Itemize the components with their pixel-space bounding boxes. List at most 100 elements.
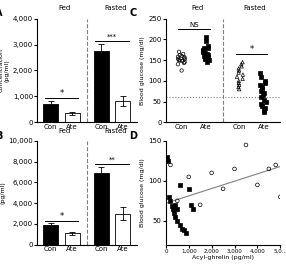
X-axis label: Acyl-ghrelin (pg/ml): Acyl-ghrelin (pg/ml) — [192, 255, 254, 260]
Point — [240, 60, 245, 64]
Bar — [116, 101, 130, 122]
Point — [182, 228, 186, 232]
Point — [175, 199, 180, 203]
Point — [240, 77, 245, 81]
Point — [177, 50, 181, 54]
Point — [202, 56, 207, 60]
Point — [258, 89, 263, 93]
Y-axis label: Blood glucose (mg/dl): Blood glucose (mg/dl) — [140, 159, 146, 227]
Point — [244, 143, 248, 147]
Point — [239, 62, 243, 66]
Point — [181, 52, 185, 56]
Point — [166, 159, 170, 163]
Point — [173, 203, 177, 207]
Text: Fasted: Fasted — [244, 5, 267, 11]
Point — [172, 211, 176, 215]
Point — [258, 70, 263, 75]
Point — [176, 57, 180, 61]
Y-axis label: Acyl-ghrelin
concentration
(pg/ml): Acyl-ghrelin concentration (pg/ml) — [0, 49, 10, 92]
Point — [236, 85, 241, 89]
Point — [221, 187, 225, 191]
Point — [182, 56, 186, 60]
Point — [205, 55, 210, 59]
Point — [255, 183, 260, 187]
Point — [202, 57, 207, 61]
Text: B: B — [0, 131, 3, 141]
Point — [203, 53, 208, 57]
Text: A: A — [0, 8, 3, 18]
Point — [170, 207, 175, 211]
Point — [201, 48, 206, 53]
Point — [232, 167, 237, 171]
Point — [236, 66, 241, 70]
Point — [186, 175, 191, 179]
Point — [273, 163, 278, 167]
Text: NS: NS — [189, 22, 198, 28]
Text: *: * — [59, 89, 64, 98]
Point — [177, 183, 182, 187]
Point — [260, 85, 265, 89]
Point — [191, 207, 196, 211]
Point — [261, 93, 265, 98]
Point — [278, 195, 283, 199]
Point — [167, 195, 172, 199]
Point — [175, 219, 180, 223]
Point — [267, 167, 271, 171]
Point — [237, 83, 241, 87]
Point — [169, 204, 174, 209]
Point — [237, 87, 241, 91]
Point — [202, 51, 207, 55]
Text: Fed: Fed — [59, 5, 71, 11]
Point — [201, 45, 206, 50]
Point — [179, 54, 184, 58]
Point — [237, 81, 241, 85]
Bar — [65, 233, 80, 245]
Text: ***: *** — [107, 34, 117, 40]
Point — [202, 54, 207, 58]
Bar — [43, 225, 58, 245]
Point — [178, 53, 182, 57]
Point — [237, 79, 241, 83]
Point — [206, 53, 210, 57]
Point — [173, 215, 177, 219]
Point — [180, 59, 184, 63]
Bar — [94, 51, 109, 122]
Text: Fed: Fed — [59, 128, 71, 134]
Point — [182, 60, 187, 64]
Point — [175, 207, 180, 211]
Point — [259, 87, 264, 91]
Point — [184, 231, 189, 235]
Point — [235, 74, 239, 79]
Point — [204, 60, 209, 64]
Point — [186, 187, 191, 191]
Text: D: D — [129, 131, 137, 141]
Point — [179, 68, 184, 73]
Point — [261, 108, 266, 112]
Point — [182, 57, 187, 61]
Text: *: * — [249, 45, 254, 54]
Bar — [43, 104, 58, 122]
Point — [258, 83, 263, 87]
Point — [176, 55, 180, 59]
Point — [258, 95, 263, 99]
Point — [262, 91, 266, 95]
Y-axis label: Blood glucose (mg/dl): Blood glucose (mg/dl) — [140, 36, 146, 105]
Point — [207, 58, 212, 62]
Point — [236, 70, 241, 75]
Text: C: C — [129, 8, 136, 18]
Point — [262, 97, 267, 102]
Text: Fasted: Fasted — [104, 5, 127, 11]
Point — [205, 52, 209, 56]
Point — [206, 46, 210, 51]
Point — [259, 102, 263, 106]
Point — [205, 55, 210, 59]
Text: *: * — [59, 212, 64, 221]
Point — [178, 59, 182, 63]
Point — [176, 62, 180, 66]
Point — [206, 43, 210, 48]
Y-axis label: Total ghrelin
concentration
(pg/ml): Total ghrelin concentration (pg/ml) — [0, 171, 5, 215]
Bar — [94, 173, 109, 245]
Point — [241, 73, 245, 77]
Point — [263, 79, 268, 83]
Point — [239, 64, 244, 68]
